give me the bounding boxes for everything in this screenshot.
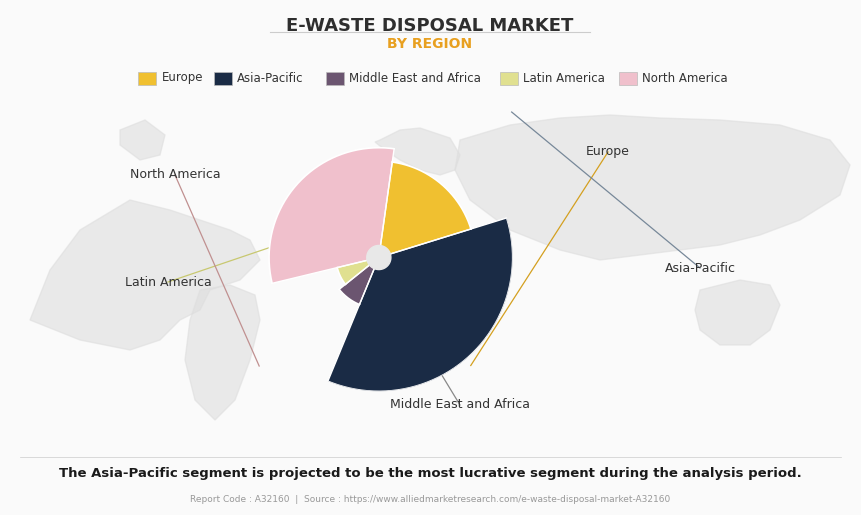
Bar bbox=[619, 72, 637, 84]
Polygon shape bbox=[339, 258, 379, 304]
Polygon shape bbox=[375, 128, 460, 175]
Text: BY REGION: BY REGION bbox=[387, 37, 473, 51]
Polygon shape bbox=[338, 258, 379, 284]
Text: Latin America: Latin America bbox=[523, 72, 605, 84]
Bar bbox=[326, 72, 344, 84]
Text: Middle East and Africa: Middle East and Africa bbox=[390, 399, 530, 411]
Bar bbox=[500, 72, 518, 84]
Polygon shape bbox=[367, 246, 391, 269]
Polygon shape bbox=[455, 115, 850, 260]
Polygon shape bbox=[379, 162, 471, 258]
Polygon shape bbox=[185, 285, 260, 420]
Bar bbox=[214, 72, 232, 84]
Text: Asia-Pacific: Asia-Pacific bbox=[237, 72, 303, 84]
Polygon shape bbox=[328, 218, 513, 391]
Polygon shape bbox=[30, 200, 260, 350]
Text: The Asia-Pacific segment is projected to be the most lucrative segment during th: The Asia-Pacific segment is projected to… bbox=[59, 467, 802, 479]
Polygon shape bbox=[120, 120, 165, 160]
Text: Latin America: Latin America bbox=[125, 276, 211, 288]
Polygon shape bbox=[269, 148, 394, 283]
Text: Europe: Europe bbox=[586, 146, 630, 159]
Text: E-WASTE DISPOSAL MARKET: E-WASTE DISPOSAL MARKET bbox=[287, 17, 573, 35]
Text: Europe: Europe bbox=[161, 72, 203, 84]
Polygon shape bbox=[695, 280, 780, 345]
Text: North America: North America bbox=[130, 168, 220, 181]
Bar bbox=[139, 72, 157, 84]
Text: Middle East and Africa: Middle East and Africa bbox=[349, 72, 481, 84]
Text: Asia-Pacific: Asia-Pacific bbox=[665, 262, 735, 274]
Text: North America: North America bbox=[642, 72, 728, 84]
Text: Report Code : A32160  |  Source : https://www.alliedmarketresearch.com/e-waste-d: Report Code : A32160 | Source : https://… bbox=[190, 494, 670, 504]
Polygon shape bbox=[385, 195, 460, 330]
